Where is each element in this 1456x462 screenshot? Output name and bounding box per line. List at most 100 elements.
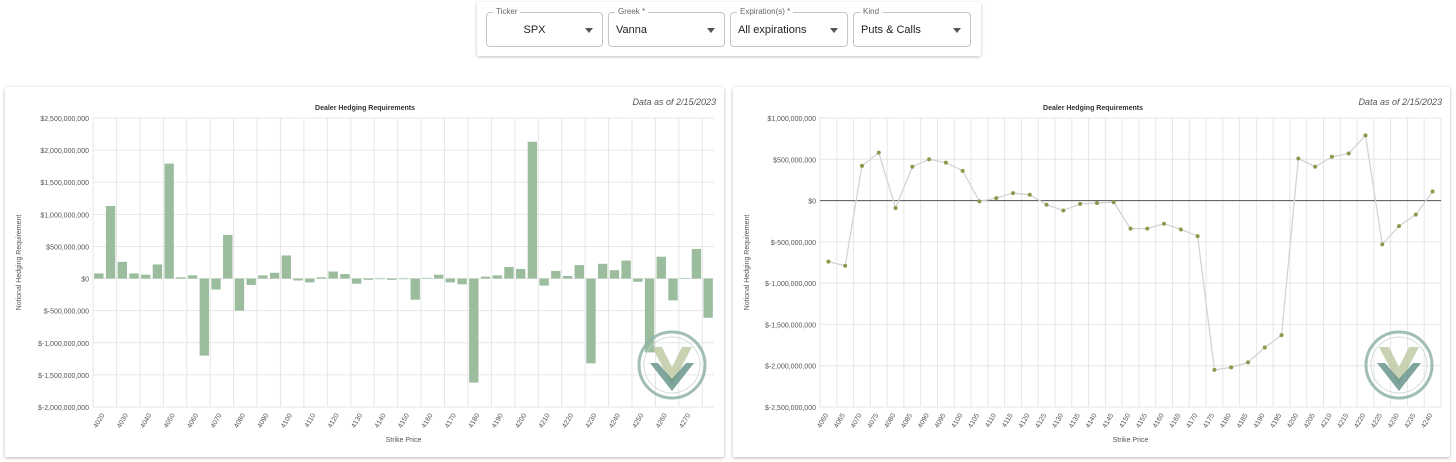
bar xyxy=(269,272,280,279)
data-point xyxy=(1313,164,1318,169)
line-chart: Dealer Hedging Requirements $1,000,000,00… xyxy=(744,105,1442,444)
bar xyxy=(234,278,245,311)
x-tick-label: 4185 xyxy=(1236,412,1250,429)
y-tick-label: $0 xyxy=(81,277,89,284)
bar xyxy=(223,234,233,279)
y-tick-label: $-2,500,000,000 xyxy=(765,405,816,412)
y-tick-label: $-1,500,000,000 xyxy=(38,373,89,380)
y-axis-label: Notional Hedging Requirement xyxy=(744,215,751,311)
data-point xyxy=(910,164,915,169)
chevron-down-icon xyxy=(953,28,961,33)
kind-select[interactable]: Kind Puts & Calls xyxy=(853,7,971,47)
x-tick-label: 4150 xyxy=(1118,412,1132,429)
bar xyxy=(492,275,502,279)
bar xyxy=(644,278,655,353)
bar xyxy=(527,141,538,279)
y-tick-label: $-1,500,000,000 xyxy=(765,322,816,329)
x-tick-label: 4100 xyxy=(951,412,965,429)
data-point xyxy=(1212,367,1217,372)
kind-label: Kind xyxy=(860,7,883,17)
bar xyxy=(187,275,198,279)
data-point xyxy=(1397,224,1402,229)
data-point xyxy=(1011,191,1016,196)
x-tick-label: 4135 xyxy=(1068,412,1082,429)
x-tick-label: 4230 xyxy=(585,412,599,429)
y-tick-label: $1,000,000,000 xyxy=(40,212,89,219)
data-point xyxy=(1178,227,1183,232)
bar xyxy=(609,270,620,279)
chart-title: Dealer Hedging Requirements xyxy=(315,105,415,112)
y-tick-label: $2,000,000,000 xyxy=(40,148,89,155)
y-tick-label: $-500,000,000 xyxy=(771,240,816,247)
y-axis-label: Notional Hedging Requirement xyxy=(16,215,23,311)
x-tick-label: 4120 xyxy=(1018,412,1032,429)
bar xyxy=(469,278,479,383)
bar xyxy=(176,277,186,279)
bar xyxy=(633,278,643,282)
x-tick-label: 4170 xyxy=(1186,412,1200,429)
bar xyxy=(480,276,491,279)
line-chart-panel: Dealer Hedging Requirements $1,000,000,00… xyxy=(733,87,1450,457)
x-tick-label: 4230 xyxy=(1387,412,1401,429)
bar xyxy=(363,278,374,280)
y-tick-label: $1,500,000,000 xyxy=(40,180,89,187)
greek-label: Greek * xyxy=(615,7,649,17)
x-tick-label: 4090 xyxy=(257,412,271,429)
bar xyxy=(562,275,573,279)
y-tick-label: $500,000,000 xyxy=(46,244,89,251)
bar xyxy=(105,205,116,279)
x-tick-label: 4100 xyxy=(280,412,294,429)
x-tick-label: 4160 xyxy=(1152,412,1166,429)
data-point xyxy=(1296,156,1301,161)
x-tick-label: 4240 xyxy=(608,412,622,429)
logo-v-top xyxy=(652,347,692,385)
data-point xyxy=(1380,242,1385,247)
greek-select[interactable]: Greek * Vanna xyxy=(608,7,725,47)
ticker-select[interactable]: Ticker SPX xyxy=(486,7,603,47)
expiration-select[interactable]: Expiration(s) * All expirations xyxy=(730,7,848,47)
chevron-down-icon xyxy=(707,28,715,33)
data-point xyxy=(1245,360,1250,365)
data-point xyxy=(876,150,881,155)
bar xyxy=(410,278,420,300)
greek-value: Vanna xyxy=(616,24,647,36)
x-tick-label: 4225 xyxy=(1370,412,1384,429)
bar xyxy=(141,274,151,279)
bar-chart-panel: Dealer Hedging Requirements $2,500,000,00… xyxy=(5,87,724,457)
data-point xyxy=(859,163,864,168)
bar xyxy=(246,278,256,285)
data-point xyxy=(1027,192,1032,197)
x-tick-label: 4110 xyxy=(304,412,318,429)
bar xyxy=(94,273,104,279)
x-tick-label: 4090 xyxy=(917,412,931,429)
x-tick-label: 4080 xyxy=(883,412,897,429)
data-point xyxy=(843,263,848,268)
bar xyxy=(340,274,350,279)
data-point xyxy=(1044,202,1049,207)
x-tick-label: 4140 xyxy=(1085,412,1099,429)
x-tick-label: 4220 xyxy=(561,412,575,429)
y-tick-label: $-2,000,000,000 xyxy=(765,364,816,371)
data-point xyxy=(1094,201,1099,206)
x-tick-label: 4165 xyxy=(1169,412,1183,429)
x-tick-label: 4200 xyxy=(514,412,528,429)
bar xyxy=(445,278,456,283)
x-tick-label: 4070 xyxy=(850,412,864,429)
bar xyxy=(539,278,549,286)
data-as-of-left: Data as of 2/15/2023 xyxy=(632,97,716,107)
bar xyxy=(258,275,268,279)
x-tick-label: 4095 xyxy=(934,412,948,429)
x-tick-label: 4235 xyxy=(1404,412,1418,429)
logo-v-bottom xyxy=(1377,363,1421,391)
x-tick-label: 4155 xyxy=(1135,412,1149,429)
data-point xyxy=(960,168,965,173)
chart-title: Dealer Hedging Requirements xyxy=(1043,105,1143,112)
chevron-down-icon xyxy=(830,28,838,33)
data-point xyxy=(977,199,982,204)
x-tick-label: 4200 xyxy=(1286,412,1300,429)
data-point xyxy=(1145,226,1150,231)
bar xyxy=(621,260,631,279)
bar xyxy=(328,271,338,279)
watermark-logo-icon xyxy=(1364,330,1434,400)
x-tick-label: 4195 xyxy=(1269,412,1283,429)
